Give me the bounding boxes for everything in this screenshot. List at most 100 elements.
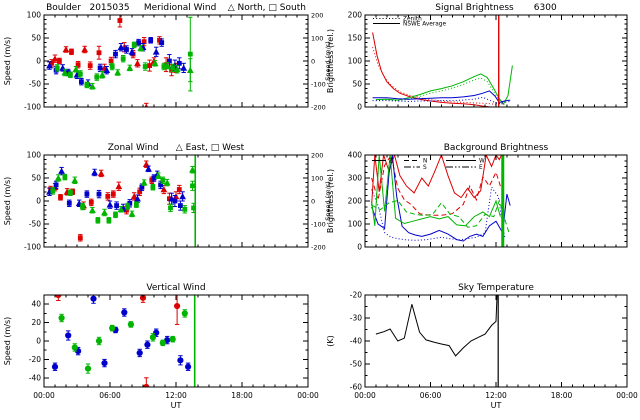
y-axis-title: Brightness (rel.)	[326, 29, 335, 93]
y-axis-tick-label: 0	[357, 243, 362, 252]
marker-square	[168, 205, 173, 211]
marker-triangle	[46, 62, 53, 69]
chart-title: Zonal Wind △ East, □ West	[108, 143, 245, 153]
marker-circle	[95, 337, 103, 345]
y-axis-tick-label: 50	[352, 80, 362, 89]
plot-frame	[43, 14, 309, 108]
series-vw-red	[55, 295, 181, 387]
sky-temperature: -60 -50 -40 -30 -20 00:00 06:00 12:00 18:00 00:00…	[326, 283, 638, 410]
marker-circle	[121, 309, 128, 316]
marker-triangle	[58, 167, 65, 174]
marker-square	[178, 203, 183, 208]
y-axis-tick-label: 40	[31, 300, 41, 309]
marker-square	[84, 82, 90, 88]
series-bg-blue-dotted	[371, 185, 506, 241]
marker-triangle	[134, 195, 141, 202]
marker-circle	[109, 325, 116, 332]
marker-circle	[84, 365, 92, 372]
marker-triangle	[151, 59, 159, 67]
marker-square	[151, 175, 157, 181]
marker-square	[167, 58, 172, 64]
marker-square	[94, 74, 100, 80]
marker-triangle	[89, 206, 96, 213]
series-blue-nswe-average	[372, 90, 511, 103]
marker-triangle	[179, 193, 186, 200]
marker-square	[187, 51, 193, 57]
y-axis-tick-label: 100	[27, 151, 42, 160]
chart-title: Signal Brightness 6300	[435, 3, 557, 13]
marker-square	[88, 199, 94, 205]
y-axis-tick-label: -60	[350, 383, 362, 392]
marker-square	[66, 200, 72, 206]
marker-circle	[181, 310, 188, 317]
y-axis-title: Speed (m/s)	[3, 317, 12, 366]
marker-triangle	[130, 193, 138, 200]
y2-axis-tick-label: 100	[311, 35, 323, 43]
y-axis-tick-label: 100	[348, 57, 363, 66]
y-axis-tick-label: 0	[36, 197, 41, 206]
marker-circle	[55, 295, 62, 299]
marker-square	[161, 64, 167, 69]
marker-triangle	[98, 71, 106, 78]
marker-square	[75, 62, 81, 68]
marker-square	[109, 64, 115, 69]
marker-square	[49, 60, 55, 66]
marker-square	[176, 187, 182, 192]
marker-square	[96, 50, 102, 56]
x-axis-title: UT	[171, 401, 182, 410]
marker-square	[159, 40, 165, 45]
marker-circle	[101, 359, 108, 367]
y-axis-tick-label: 200	[348, 11, 363, 20]
y2-axis-tick-label: 200	[311, 12, 323, 20]
marker-square	[167, 196, 172, 202]
marker-square	[53, 182, 59, 188]
x-axis-tick-label: 18:00	[551, 391, 573, 400]
y-axis-tick-label: 300	[348, 174, 363, 183]
marker-square	[148, 37, 154, 43]
marker-square	[117, 18, 123, 23]
legend-label-W: W	[479, 159, 485, 165]
y2-axis-title: Speed (m/s)	[324, 41, 332, 80]
marker-triangle	[173, 65, 181, 73]
marker-square	[77, 235, 83, 241]
marker-circle	[149, 334, 156, 341]
series-red-nswe-average	[372, 32, 496, 107]
marker-square	[182, 206, 188, 212]
y-axis-tick-label: 0	[36, 337, 41, 346]
marker-triangle	[117, 43, 125, 50]
chart-title: Sky Temperature	[458, 283, 534, 293]
marker-square	[108, 58, 114, 64]
marker-square	[191, 205, 196, 211]
y-axis-tick-label: 0	[36, 57, 41, 66]
y-axis-tick-label: -40	[350, 337, 362, 346]
marker-circle	[90, 295, 97, 302]
marker-circle	[159, 339, 166, 346]
marker-circle	[153, 329, 160, 336]
marker-square	[69, 49, 74, 55]
marker-triangle	[142, 160, 150, 167]
x-axis-tick-label: 12:00	[165, 391, 187, 400]
y-axis-title: Speed (m/s)	[3, 37, 12, 86]
marker-circle	[143, 383, 150, 387]
marker-triangle	[145, 165, 152, 172]
marker-triangle	[103, 66, 111, 73]
marker-square	[172, 198, 178, 204]
marker-square	[105, 194, 111, 199]
x-axis-title: UT	[491, 401, 502, 410]
marker-circle	[71, 344, 78, 351]
y-axis-tick-label: -50	[29, 220, 41, 229]
marker-square	[134, 202, 139, 208]
marker-square	[58, 194, 63, 200]
meridional-wind: -100 -50 0 50 100 -200 -100 0 100 200 Speed (m/s) S…	[3, 3, 332, 112]
marker-triangle	[180, 64, 188, 71]
y2-axis-title: Speed (m/s)	[324, 181, 332, 220]
marker-square	[150, 184, 156, 190]
vertical-wind: -40 -20 0 20 40 00:00 06:00 12:00 18:00 00:00 UT Sp…	[3, 283, 319, 410]
marker-triangle	[160, 186, 168, 193]
signal-brightness-data	[372, 32, 513, 107]
series-green-zenith	[375, 77, 512, 107]
vertical-wind-data	[51, 295, 192, 387]
marker-triangle	[97, 170, 105, 177]
y-axis-title: Brightness (rel.)	[326, 169, 335, 233]
marker-square	[142, 64, 148, 69]
